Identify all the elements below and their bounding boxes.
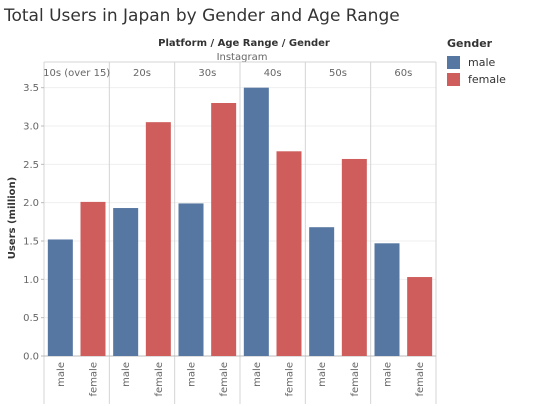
- platform-label: Instagram: [217, 52, 268, 63]
- group-label: 60s: [394, 68, 412, 79]
- legend-item-female[interactable]: female: [447, 72, 506, 86]
- y-tick-label: 1.0: [23, 275, 39, 286]
- x-tick-label: female: [350, 362, 361, 396]
- y-tick-label: 0.5: [23, 313, 39, 324]
- x-tick-label: male: [252, 362, 263, 387]
- group-label: 40s: [264, 68, 282, 79]
- y-axis-label: Users (million): [7, 177, 18, 259]
- x-tick-label: male: [121, 362, 132, 387]
- legend-label-male: male: [468, 55, 496, 69]
- y-tick-label: 1.5: [23, 237, 39, 248]
- bar-female: [276, 151, 302, 356]
- bar-female: [341, 158, 367, 356]
- bar-male: [47, 239, 73, 356]
- x-tick-label: female: [285, 362, 296, 396]
- chart-title: Total Users in Japan by Gender and Age R…: [4, 6, 400, 26]
- x-tick-label: male: [56, 362, 67, 387]
- y-tick-label: 3.5: [23, 83, 39, 94]
- x-tick-label: female: [219, 362, 230, 396]
- legend-item-male[interactable]: male: [447, 55, 506, 69]
- x-tick-label: male: [383, 362, 394, 387]
- y-tick-label: 2.0: [23, 198, 39, 209]
- bar-female: [407, 277, 433, 356]
- legend-swatch-female: [447, 72, 460, 86]
- bar-male: [113, 208, 139, 356]
- x-tick-label: female: [415, 362, 426, 396]
- x-tick-label: female: [89, 362, 100, 396]
- bar-female: [145, 122, 171, 357]
- group-label: 20s: [133, 68, 151, 79]
- header-label: Platform / Age Range / Gender: [158, 38, 330, 49]
- group-label: 10s (over 15): [43, 68, 110, 79]
- bar-male: [374, 243, 400, 356]
- legend-swatch-male: [447, 55, 460, 69]
- x-tick-label: male: [317, 362, 328, 387]
- bar-female: [80, 201, 106, 356]
- legend-label-female: female: [468, 72, 506, 86]
- bar-male: [243, 87, 269, 357]
- legend-title: Gender: [447, 37, 493, 50]
- bar-female: [211, 103, 237, 356]
- bar-male: [309, 227, 335, 356]
- group-label: 50s: [329, 68, 347, 79]
- x-tick-label: female: [154, 362, 165, 396]
- y-tick-label: 3.0: [23, 122, 39, 133]
- y-tick-label: 0.0: [23, 352, 39, 363]
- group-label: 30s: [198, 68, 216, 79]
- bar-male: [178, 203, 204, 356]
- legend: Gender male female: [447, 37, 506, 89]
- y-tick-label: 2.5: [23, 160, 39, 171]
- x-tick-label: male: [187, 362, 198, 387]
